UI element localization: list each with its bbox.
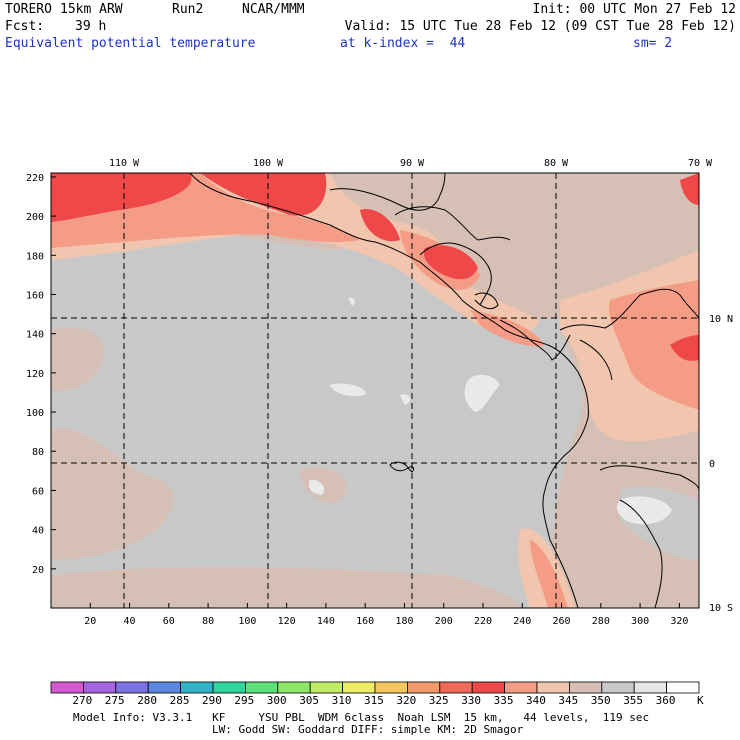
x-tick-label: 20 — [84, 616, 96, 627]
colorbar-level-label: 320 — [396, 694, 417, 707]
x-tick-label: 240 — [513, 616, 531, 627]
colorbar-swatch — [536, 681, 570, 694]
init-time: Init: 00 UTC Mon 27 Feb 12 — [532, 2, 737, 17]
model-resolution: 15km ARW — [60, 2, 123, 17]
colorbar-swatch — [147, 681, 181, 694]
field-name: Equivalent potential temperature — [5, 36, 256, 51]
x-tick-label: 260 — [553, 616, 571, 627]
colorbar-swatch — [277, 681, 311, 694]
x-tick-label: 40 — [124, 616, 136, 627]
lat-label-equator: 0 — [709, 459, 715, 470]
x-tick-label: 220 — [474, 616, 492, 627]
model-info-line1: Model Info: V3.3.1 KF YSU PBL WDM 6class… — [73, 711, 650, 724]
colorbar-level-label: 295 — [234, 694, 255, 707]
coastlines — [189, 173, 699, 608]
x-axis: 20 40 60 80 100 120 140 160 180 200 220 240 260 280 30… — [84, 603, 688, 627]
model-name: TORERO — [5, 2, 52, 17]
colorbar-swatch — [439, 681, 473, 694]
forecast-hour: 39 h — [75, 19, 107, 34]
lat-label-10n: 10 N — [709, 314, 733, 325]
y-tick-label: 160 — [26, 290, 44, 301]
lon-label-110w: 110 W — [109, 158, 140, 169]
colorbar-level-label: 315 — [364, 694, 384, 707]
colorbar-swatch — [471, 681, 506, 694]
organization: NCAR/MMM — [242, 2, 305, 17]
y-tick-label: 40 — [32, 526, 44, 537]
lon-label-70w: 70 W — [688, 158, 713, 169]
colorbar-swatch — [406, 681, 441, 694]
map-frame — [50, 172, 700, 609]
shaded-field — [51, 173, 699, 608]
colorbar-level-label: 345 — [558, 694, 579, 707]
colorbar-level-label: 285 — [169, 694, 190, 707]
colorbar-level-label: 305 — [299, 694, 320, 707]
y-tick-label: 80 — [32, 447, 44, 458]
y-tick-label: 120 — [26, 369, 44, 380]
colorbar-level-label: 290 — [202, 694, 222, 707]
colorbar-swatch — [569, 681, 603, 694]
colorbar-swatch — [115, 681, 149, 694]
colorbar-level-label: 340 — [526, 694, 546, 707]
x-tick-label: 300 — [631, 616, 649, 627]
forecast-label: Fcst: — [5, 19, 45, 34]
colorbar-level-label: 280 — [137, 694, 158, 707]
colorbar-level-label: 350 — [590, 694, 611, 707]
lon-label-80w: 80 W — [544, 158, 569, 169]
lon-label-90w: 90 W — [400, 158, 425, 169]
y-axis: 20 40 60 80 100 120 140 160 180 200 220 — [26, 173, 56, 576]
colorbar-swatch — [244, 681, 279, 694]
y-tick-label: 200 — [26, 212, 44, 223]
y-tick-label: 180 — [26, 251, 44, 262]
lon-label-100w: 100 W — [253, 158, 284, 169]
colorbar-level-label: 310 — [331, 694, 352, 707]
y-tick-label: 20 — [32, 565, 44, 576]
y-tick-label: 140 — [26, 330, 44, 341]
colorbar-level-label: 325 — [428, 694, 449, 707]
colorbar — [50, 681, 700, 694]
colorbar-level-label: 360 — [655, 694, 676, 707]
colorbar-swatch — [342, 681, 376, 694]
colorbar-level-label: 355 — [623, 694, 644, 707]
x-tick-label: 60 — [163, 616, 175, 627]
y-tick-label: 100 — [26, 408, 44, 419]
colorbar-swatch — [374, 681, 408, 694]
x-tick-label: 140 — [317, 616, 335, 627]
colorbar-level-label: 335 — [493, 694, 514, 707]
colorbar-swatch — [309, 681, 344, 694]
x-tick-label: 200 — [435, 616, 453, 627]
run-label: Run2 — [172, 2, 204, 17]
colorbar-unit: K — [697, 694, 704, 707]
x-tick-label: 80 — [202, 616, 214, 627]
model-info-line2: LW: Godd SW: Goddard DIFF: simple KM: 2D… — [212, 723, 524, 736]
valid-time: Valid: 15 UTC Tue 28 Feb 12 (09 CST Tue … — [344, 19, 736, 34]
x-tick-label: 180 — [395, 616, 413, 627]
x-tick-label: 160 — [356, 616, 374, 627]
colorbar-level-label: 275 — [104, 694, 125, 707]
vertical-level: at k-index = 44 — [340, 36, 466, 51]
smoothing-value: sm= 2 — [633, 36, 673, 51]
colorbar-swatch — [504, 681, 538, 694]
y-tick-label: 220 — [26, 173, 44, 184]
graticule — [51, 173, 699, 608]
colorbar-swatch — [633, 681, 668, 694]
colorbar-swatch — [666, 681, 700, 694]
colorbar-level-label: 270 — [72, 694, 93, 707]
x-tick-label: 320 — [670, 616, 688, 627]
colorbar-swatch — [83, 681, 117, 694]
y-tick-label: 60 — [32, 486, 44, 497]
colorbar-swatch — [180, 681, 214, 694]
x-tick-label: 120 — [278, 616, 296, 627]
lat-label-10s: 10 S — [709, 603, 733, 614]
colorbar-swatch — [601, 681, 635, 694]
colorbar-swatch — [212, 681, 246, 694]
colorbar-level-label: 330 — [461, 694, 482, 707]
x-tick-label: 280 — [592, 616, 610, 627]
x-tick-label: 100 — [238, 616, 256, 627]
colorbar-swatch — [50, 681, 84, 694]
colorbar-level-label: 300 — [266, 694, 287, 707]
